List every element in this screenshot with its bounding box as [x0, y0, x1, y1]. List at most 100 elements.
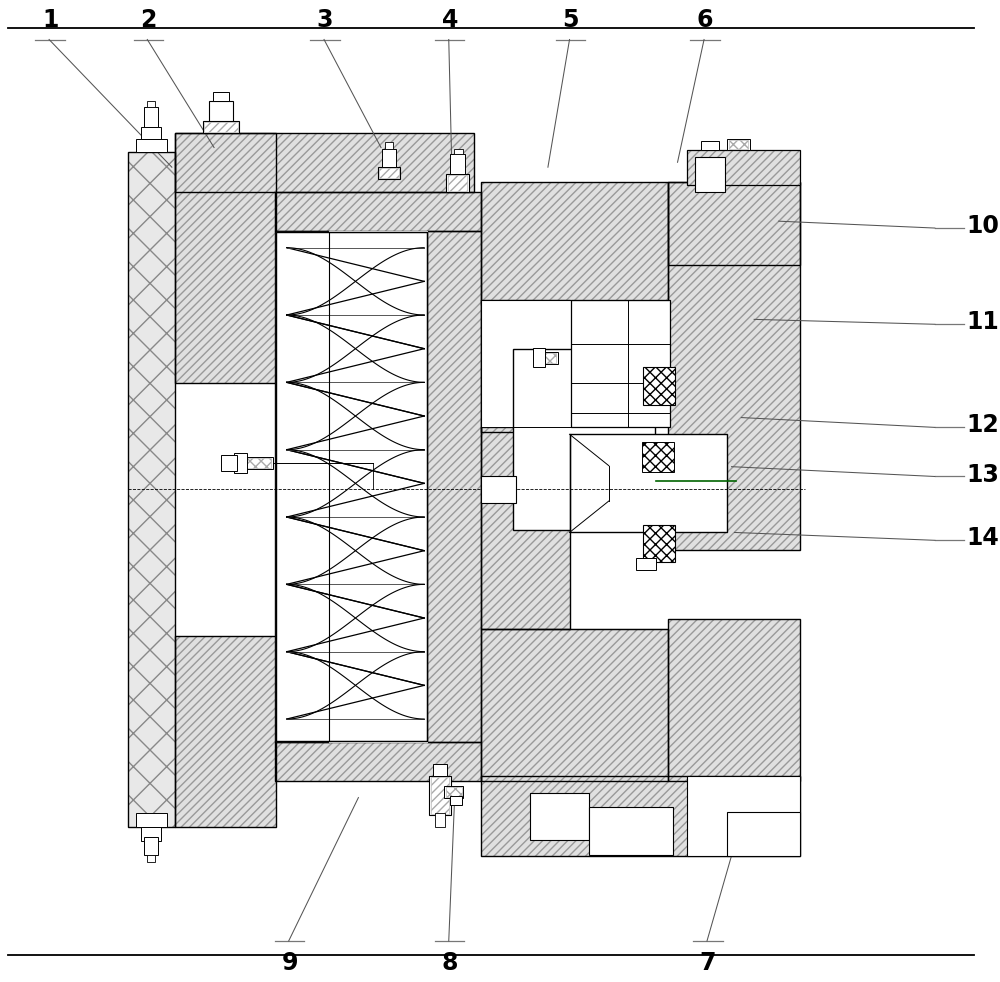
Bar [234, 453, 247, 472]
Text: 9: 9 [281, 951, 298, 975]
Bar [481, 182, 668, 304]
Bar [213, 91, 229, 101]
Text: 11: 11 [966, 310, 999, 334]
Bar [147, 854, 155, 862]
Bar [668, 182, 800, 550]
Bar [128, 152, 175, 827]
Text: 12: 12 [966, 413, 999, 437]
Bar [379, 168, 399, 178]
Bar [329, 232, 427, 740]
Bar [481, 427, 570, 628]
Bar [385, 141, 393, 149]
Bar [141, 127, 161, 138]
Bar [427, 231, 481, 741]
Bar [144, 107, 158, 127]
Bar [687, 150, 800, 185]
Bar [642, 442, 674, 471]
Bar [643, 524, 675, 562]
Bar [209, 101, 233, 121]
Bar [643, 367, 675, 405]
Text: 10: 10 [966, 214, 999, 238]
Bar [727, 138, 750, 150]
Bar [540, 353, 556, 362]
Bar [687, 150, 800, 185]
Text: 1: 1 [42, 8, 58, 31]
Bar [175, 133, 276, 383]
Bar [203, 121, 239, 133]
Bar [141, 827, 161, 841]
Bar [481, 628, 668, 781]
Bar [481, 475, 516, 503]
Bar [668, 182, 800, 550]
Bar [136, 813, 167, 827]
Bar [481, 776, 800, 856]
Bar [530, 792, 589, 840]
Bar [446, 787, 462, 796]
Bar [450, 795, 462, 805]
Bar [431, 777, 449, 814]
Bar [175, 133, 474, 191]
Bar [589, 808, 671, 853]
Bar [128, 152, 175, 827]
Bar [513, 349, 655, 530]
Bar [275, 741, 481, 781]
Bar [533, 348, 545, 367]
Bar [221, 455, 237, 470]
Bar [668, 619, 800, 781]
Bar [136, 138, 167, 152]
Bar [481, 776, 800, 856]
Bar [481, 300, 570, 432]
Bar [538, 352, 558, 363]
Text: 13: 13 [966, 463, 999, 486]
Bar [571, 300, 670, 427]
Bar [204, 122, 238, 132]
Bar [636, 558, 656, 570]
Bar [668, 619, 800, 781]
Bar [245, 458, 271, 467]
Bar [378, 167, 400, 179]
Text: 14: 14 [966, 526, 999, 550]
Text: 8: 8 [441, 951, 458, 975]
Text: 6: 6 [697, 8, 713, 31]
Bar [175, 133, 276, 383]
Bar [481, 182, 668, 304]
Bar [275, 231, 329, 741]
Bar [276, 232, 427, 740]
Bar [275, 231, 329, 741]
Bar [175, 635, 276, 827]
Bar [329, 231, 427, 741]
Bar [695, 157, 725, 191]
Bar [175, 133, 474, 191]
Bar [687, 776, 800, 856]
Bar [481, 300, 570, 427]
Bar [446, 174, 469, 191]
Bar [429, 776, 451, 815]
Text: 2: 2 [140, 8, 156, 31]
Bar [687, 777, 798, 855]
Bar [454, 148, 463, 154]
Bar [147, 101, 155, 107]
Bar [427, 231, 481, 741]
Bar [450, 154, 465, 174]
Bar [275, 191, 481, 231]
Bar [481, 300, 570, 432]
Bar [276, 232, 427, 740]
Bar [589, 807, 673, 854]
Text: 4: 4 [442, 8, 458, 31]
Bar [668, 182, 800, 265]
Bar [244, 457, 273, 468]
Bar [481, 427, 570, 628]
Bar [144, 837, 158, 854]
Bar [668, 182, 800, 265]
Text: 3: 3 [317, 8, 333, 31]
Bar [444, 786, 463, 797]
Bar [448, 175, 467, 191]
Bar [175, 635, 276, 827]
Bar [433, 764, 447, 776]
Bar [275, 741, 481, 781]
Bar [481, 628, 668, 781]
Bar [701, 140, 719, 150]
Bar [729, 139, 748, 149]
Bar [275, 191, 481, 231]
Bar [382, 149, 396, 167]
